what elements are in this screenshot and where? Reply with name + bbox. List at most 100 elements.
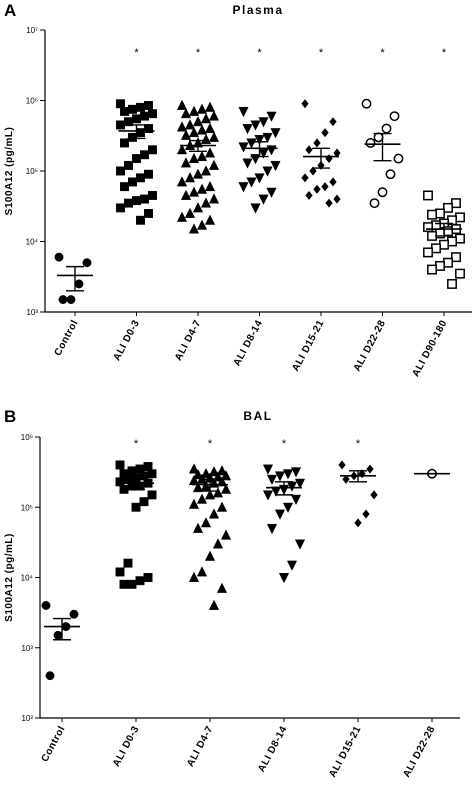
point xyxy=(116,99,125,109)
point xyxy=(250,203,261,214)
point xyxy=(180,189,192,200)
significance-label: * xyxy=(257,47,262,59)
point xyxy=(119,579,129,589)
point xyxy=(180,107,192,119)
point xyxy=(305,190,313,201)
chart-title: BAL xyxy=(243,409,272,423)
point xyxy=(45,671,55,681)
x-tick-label: ALI D90-180 xyxy=(410,318,449,379)
point xyxy=(200,480,212,491)
point xyxy=(423,190,433,201)
point xyxy=(116,203,125,213)
point xyxy=(115,460,125,470)
point xyxy=(204,147,216,158)
point xyxy=(262,132,273,144)
point xyxy=(447,236,457,247)
point xyxy=(333,194,341,204)
point xyxy=(365,137,376,148)
point xyxy=(128,132,137,142)
point xyxy=(204,214,216,225)
y-tick-label: 10⁴ xyxy=(26,238,39,247)
point xyxy=(132,114,141,124)
point xyxy=(200,113,212,124)
point xyxy=(431,243,441,254)
point xyxy=(427,264,437,275)
point xyxy=(128,177,137,187)
point xyxy=(262,464,274,475)
point xyxy=(208,193,220,204)
point xyxy=(286,560,298,571)
point xyxy=(140,194,149,204)
point xyxy=(188,571,200,582)
significance-label: * xyxy=(196,47,201,59)
point xyxy=(325,153,333,164)
point xyxy=(196,103,208,114)
point xyxy=(176,99,188,110)
point xyxy=(188,498,200,509)
point xyxy=(136,215,145,225)
point xyxy=(196,183,208,194)
point xyxy=(216,582,228,593)
point xyxy=(204,101,216,112)
y-tick-label: 10³ xyxy=(21,644,33,653)
point xyxy=(208,159,220,170)
point xyxy=(200,467,212,479)
point xyxy=(180,157,192,168)
point xyxy=(144,169,153,179)
point xyxy=(250,120,261,131)
point xyxy=(54,252,64,262)
point xyxy=(139,497,149,507)
point xyxy=(423,222,433,233)
significance-label: * xyxy=(134,47,139,59)
y-tick-label: 10⁵ xyxy=(21,503,33,512)
point xyxy=(443,257,453,268)
x-tick-label: ALI D4-7 xyxy=(185,724,216,769)
point xyxy=(176,211,188,222)
y-tick-label: 10⁷ xyxy=(26,26,38,35)
point xyxy=(176,144,188,155)
point xyxy=(192,202,204,213)
point xyxy=(455,233,465,244)
point xyxy=(427,209,437,220)
point xyxy=(74,279,84,289)
chart-title: Plasma xyxy=(232,3,283,17)
x-tick-label: Control xyxy=(40,724,68,764)
point xyxy=(238,106,249,118)
point xyxy=(184,207,196,218)
point xyxy=(200,517,212,528)
point xyxy=(188,152,200,164)
point xyxy=(188,105,200,116)
point xyxy=(254,173,265,184)
point xyxy=(119,484,129,494)
point xyxy=(176,121,188,132)
point xyxy=(147,490,157,500)
point xyxy=(140,111,149,121)
point xyxy=(212,487,224,498)
point xyxy=(144,208,153,218)
point xyxy=(455,212,465,223)
point xyxy=(309,166,317,176)
point xyxy=(393,153,404,164)
point xyxy=(329,177,337,187)
point xyxy=(192,168,204,179)
point xyxy=(266,111,277,122)
point xyxy=(82,258,92,268)
point xyxy=(385,169,396,180)
x-tick-label: ALI D15-21 xyxy=(327,724,363,779)
point xyxy=(120,138,129,148)
point xyxy=(274,509,286,520)
point xyxy=(188,126,200,138)
y-axis-label: S100A12 (pg/mL) xyxy=(4,533,15,622)
point xyxy=(270,128,281,139)
panel-label: A xyxy=(4,1,16,20)
point xyxy=(41,601,51,610)
x-tick-label: ALI D22-28 xyxy=(401,724,437,779)
point xyxy=(188,186,200,197)
x-tick-label: ALI D15-21 xyxy=(290,318,326,373)
point xyxy=(115,477,125,487)
point xyxy=(447,278,457,289)
point xyxy=(148,109,157,119)
point xyxy=(370,490,378,500)
point xyxy=(136,102,145,112)
point xyxy=(329,117,337,127)
